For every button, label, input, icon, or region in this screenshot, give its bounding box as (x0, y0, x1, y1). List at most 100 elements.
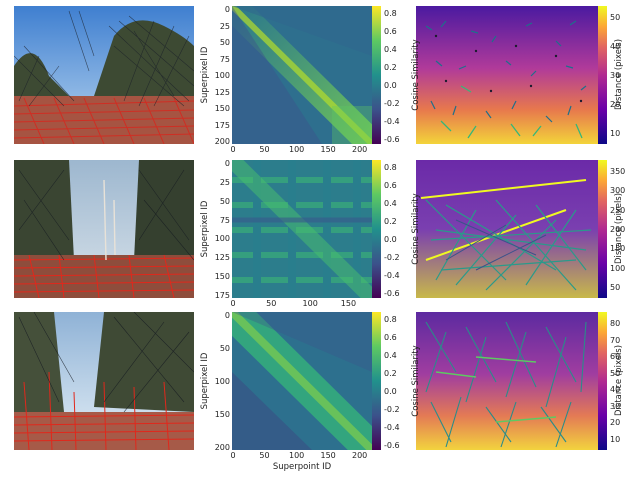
similarity-colorbar-label: Cosine Similarity (411, 345, 421, 417)
similarity-colorbar-tick: 0.4 (384, 199, 397, 208)
similarity-colorbar-tick: 0.6 (384, 333, 397, 342)
matrix-ytick: 0 (224, 159, 230, 168)
distance-overlay-2 (416, 160, 598, 298)
matrix-xtick: 50 (266, 299, 277, 308)
matrix-ytick: 200 (214, 137, 230, 146)
similarity-colorbar-tick: -0.6 (384, 289, 400, 298)
matrix-ytick: 75 (219, 215, 230, 225)
similarity-colorbar-tick: 0.2 (384, 217, 397, 226)
similarity-colorbar-tick: 0.0 (384, 81, 397, 90)
similarity-colorbar-tick: -0.2 (384, 405, 400, 414)
matrix-ytick: 175 (214, 291, 230, 300)
similarity-colorbar-tick: -0.4 (384, 117, 400, 126)
distance-colorbar-tick: 350 (610, 167, 626, 176)
matrix-ytick: 50 (219, 38, 230, 47)
similarity-colorbar-label: Cosine Similarity (411, 193, 421, 265)
distance-colorbar-tick: 30 (610, 71, 621, 80)
similarity-colorbar-tick: 0.6 (384, 27, 397, 36)
distance-overlay-3 (416, 312, 598, 450)
matrix-xtick: 100 (302, 299, 318, 308)
similarity-colorbar-tick: -0.4 (384, 423, 400, 432)
colorbar-similarity-2 (372, 160, 381, 298)
matrix-xtick: 200 (352, 145, 368, 154)
similarity-colorbar-tick: 0.0 (384, 387, 397, 396)
distance-colorbar-tick: 40 (610, 42, 621, 51)
forest-photo-1 (14, 6, 194, 144)
matrix-ylabel: Superpixel ID (200, 352, 210, 410)
distance-colorbar-label: Distance (pixels) (614, 192, 624, 264)
matrix-ytick: 150 (214, 410, 230, 419)
distance-colorbar-tick: 50 (610, 283, 621, 292)
distance-colorbar-tick: 20 (610, 100, 621, 109)
colorbar-distance-2 (598, 160, 607, 298)
matrix-ytick: 25 (219, 21, 230, 31)
similarity-colorbar-tick: 0.8 (384, 9, 397, 18)
matrix-xtick: 200 (352, 451, 368, 460)
similarity-matrix-1 (222, 0, 382, 154)
similarity-colorbar-label: Cosine Similarity (411, 39, 421, 111)
distance-colorbar-tick: 150 (610, 244, 626, 254)
similarity-colorbar-tick: -0.6 (384, 441, 400, 450)
matrix-xtick: 50 (259, 451, 270, 460)
similarity-colorbar-tick: 0.8 (384, 315, 397, 324)
distance-colorbar-tick: 250 (610, 205, 626, 215)
matrix-ytick: 50 (219, 344, 230, 353)
matrix-xlabel: Superpoint ID (272, 462, 332, 472)
distance-colorbar-tick: 30 (610, 401, 621, 411)
matrix-ytick: 175 (214, 120, 230, 130)
distance-colorbar-tick: 60 (610, 352, 621, 362)
similarity-matrix-2 (226, 154, 378, 304)
distance-colorbar-tick: 40 (610, 385, 621, 395)
distance-colorbar-tick: 50 (610, 368, 621, 378)
matrix-ytick: 0 (224, 5, 230, 14)
matrix-ytick: 100 (214, 234, 230, 244)
matrix-ytick: 25 (219, 177, 230, 187)
similarity-matrix-3 (220, 299, 384, 463)
matrix-xtick: 50 (259, 145, 270, 154)
distance-overlay-1 (416, 6, 598, 144)
similarity-colorbar-tick: -0.2 (384, 253, 400, 262)
distance-colorbar-tick: 200 (610, 225, 626, 234)
distance-colorbar-tick: 100 (610, 263, 626, 273)
matrix-ytick: 100 (214, 377, 230, 386)
distance-colorbar-tick: 20 (610, 418, 621, 428)
matrix-xtick: 0 (230, 145, 236, 154)
similarity-colorbar-tick: -0.4 (384, 271, 400, 280)
colorbar-similarity-3 (372, 312, 381, 450)
matrix-ytick: 50 (219, 196, 230, 206)
matrix-ytick: 0 (224, 311, 230, 320)
matrix-xtick: 150 (340, 299, 357, 308)
matrix-xtick: 100 (289, 145, 305, 154)
forest-photo-3 (14, 312, 194, 450)
similarity-colorbar-tick: 0.4 (384, 45, 397, 54)
similarity-colorbar-tick: 0.0 (384, 235, 397, 244)
distance-colorbar-tick: 70 (610, 335, 621, 345)
distance-colorbar-label: Distance (pixels) (614, 38, 624, 110)
similarity-colorbar-tick: 0.6 (384, 181, 397, 190)
matrix-ytick: 150 (214, 272, 230, 282)
matrix-ytick: 125 (214, 87, 230, 97)
matrix-xtick: 0 (230, 299, 236, 308)
distance-colorbar-tick: 80 (610, 319, 621, 328)
matrix-xtick: 150 (320, 145, 336, 154)
distance-colorbar-tick: 10 (610, 435, 621, 444)
matrix-ylabel: Superpixel ID (200, 46, 210, 104)
similarity-colorbar-tick: 0.2 (384, 369, 397, 378)
matrix-xtick: 150 (320, 451, 336, 460)
similarity-colorbar-tick: 0.4 (384, 351, 397, 360)
distance-colorbar-tick: 10 (610, 129, 621, 138)
matrix-ytick: 200 (214, 443, 230, 452)
similarity-colorbar-tick: 0.8 (384, 163, 397, 172)
distance-colorbar-tick: 50 (610, 13, 621, 22)
matrix-ytick: 125 (214, 253, 230, 263)
colorbar-similarity-1 (372, 6, 381, 144)
distance-colorbar-label: Distance (pixels) (614, 344, 624, 416)
forest-photo-2 (14, 160, 194, 298)
colorbar-distance-1 (598, 6, 607, 144)
similarity-colorbar-tick: -0.6 (384, 135, 400, 144)
matrix-ytick: 150 (214, 104, 230, 113)
matrix-ytick: 100 (214, 71, 230, 80)
matrix-ytick: 75 (219, 54, 230, 64)
matrix-xtick: 0 (230, 451, 236, 460)
colorbar-distance-3 (598, 312, 607, 450)
